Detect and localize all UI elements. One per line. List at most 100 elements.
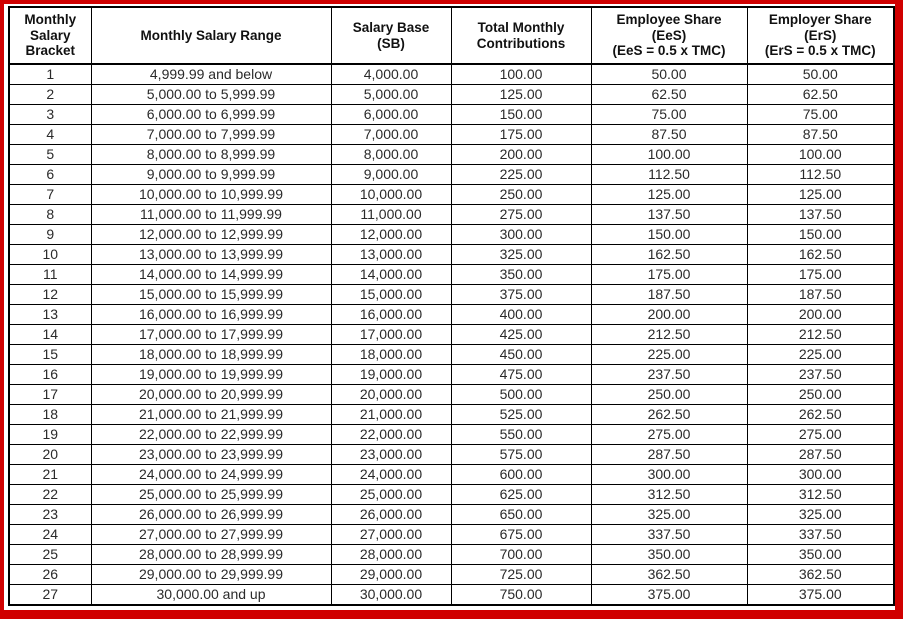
- cell-employee-share: 300.00: [590, 464, 748, 485]
- cell-employer-share: 262.50: [746, 404, 895, 425]
- cell-salary-range: 11,000.00 to 11,999.99: [90, 204, 332, 225]
- table-row: 23 26,000.00 to 26,999.99 26,000.00 650.…: [8, 504, 895, 525]
- cell-salary-base: 30,000.00: [330, 584, 452, 606]
- cell-total-contribution: 675.00: [450, 524, 592, 545]
- cell-total-contribution: 125.00: [450, 84, 592, 105]
- cell-total-contribution: 725.00: [450, 564, 592, 585]
- cell-salary-base: 9,000.00: [330, 164, 452, 185]
- cell-bracket: 24: [8, 524, 92, 545]
- table-row: 11 14,000.00 to 14,999.99 14,000.00 350.…: [8, 264, 895, 285]
- cell-total-contribution: 625.00: [450, 484, 592, 505]
- cell-salary-range: 13,000.00 to 13,999.99: [90, 244, 332, 265]
- cell-salary-range: 17,000.00 to 17,999.99: [90, 324, 332, 345]
- cell-salary-range: 24,000.00 to 24,999.99: [90, 464, 332, 485]
- cell-total-contribution: 325.00: [450, 244, 592, 265]
- table-row: 22 25,000.00 to 25,999.99 25,000.00 625.…: [8, 484, 895, 505]
- cell-total-contribution: 700.00: [450, 544, 592, 565]
- cell-salary-range: 15,000.00 to 15,999.99: [90, 284, 332, 305]
- cell-salary-base: 6,000.00: [330, 104, 452, 125]
- cell-employee-share: 287.50: [590, 444, 748, 465]
- table-row: 4 7,000.00 to 7,999.99 7,000.00 175.00 8…: [8, 124, 895, 145]
- cell-total-contribution: 600.00: [450, 464, 592, 485]
- cell-bracket: 18: [8, 404, 92, 425]
- cell-employee-share: 350.00: [590, 544, 748, 565]
- cell-salary-base: 13,000.00: [330, 244, 452, 265]
- cell-total-contribution: 575.00: [450, 444, 592, 465]
- cell-total-contribution: 550.00: [450, 424, 592, 445]
- cell-salary-base: 27,000.00: [330, 524, 452, 545]
- column-header-bracket: Monthly Salary Bracket: [8, 6, 92, 65]
- cell-total-contribution: 300.00: [450, 224, 592, 245]
- cell-salary-base: 24,000.00: [330, 464, 452, 485]
- cell-employee-share: 100.00: [590, 144, 748, 165]
- table-row: 7 10,000.00 to 10,999.99 10,000.00 250.0…: [8, 184, 895, 205]
- table-row: 12 15,000.00 to 15,999.99 15,000.00 375.…: [8, 284, 895, 305]
- cell-salary-base: 7,000.00: [330, 124, 452, 145]
- cell-employer-share: 62.50: [746, 84, 895, 105]
- cell-bracket: 2: [8, 84, 92, 105]
- cell-employee-share: 112.50: [590, 164, 748, 185]
- cell-salary-range: 25,000.00 to 25,999.99: [90, 484, 332, 505]
- table-row: 27 30,000.00 and up 30,000.00 750.00 375…: [8, 584, 895, 606]
- table-row: 13 16,000.00 to 16,999.99 16,000.00 400.…: [8, 304, 895, 325]
- cell-salary-range: 26,000.00 to 26,999.99: [90, 504, 332, 525]
- cell-salary-range: 4,999.99 and below: [90, 63, 332, 85]
- cell-employee-share: 137.50: [590, 204, 748, 225]
- cell-employee-share: 237.50: [590, 364, 748, 385]
- cell-bracket: 22: [8, 484, 92, 505]
- cell-employee-share: 162.50: [590, 244, 748, 265]
- cell-salary-base: 15,000.00: [330, 284, 452, 305]
- cell-salary-range: 27,000.00 to 27,999.99: [90, 524, 332, 545]
- cell-bracket: 9: [8, 224, 92, 245]
- cell-employee-share: 187.50: [590, 284, 748, 305]
- cell-employee-share: 87.50: [590, 124, 748, 145]
- cell-employee-share: 362.50: [590, 564, 748, 585]
- cell-bracket: 17: [8, 384, 92, 405]
- table-row: 17 20,000.00 to 20,999.99 20,000.00 500.…: [8, 384, 895, 405]
- table-row: 14 17,000.00 to 17,999.99 17,000.00 425.…: [8, 324, 895, 345]
- cell-employee-share: 325.00: [590, 504, 748, 525]
- cell-employee-share: 175.00: [590, 264, 748, 285]
- column-header-employee-share: Employee Share (EeS) (EeS = 0.5 x TMC): [590, 6, 748, 65]
- cell-employer-share: 337.50: [746, 524, 895, 545]
- cell-employer-share: 312.50: [746, 484, 895, 505]
- cell-employee-share: 62.50: [590, 84, 748, 105]
- cell-employee-share: 250.00: [590, 384, 748, 405]
- cell-salary-base: 18,000.00: [330, 344, 452, 365]
- cell-bracket: 1: [8, 63, 92, 85]
- cell-bracket: 19: [8, 424, 92, 445]
- cell-salary-range: 23,000.00 to 23,999.99: [90, 444, 332, 465]
- cell-bracket: 13: [8, 304, 92, 325]
- cell-bracket: 4: [8, 124, 92, 145]
- cell-salary-base: 12,000.00: [330, 224, 452, 245]
- cell-salary-base: 14,000.00: [330, 264, 452, 285]
- cell-salary-range: 29,000.00 to 29,999.99: [90, 564, 332, 585]
- cell-total-contribution: 425.00: [450, 324, 592, 345]
- column-header-salary-base: Salary Base (SB): [330, 6, 452, 65]
- cell-employer-share: 100.00: [746, 144, 895, 165]
- cell-employer-share: 212.50: [746, 324, 895, 345]
- contribution-table: Monthly Salary Bracket Monthly Salary Ra…: [8, 6, 895, 606]
- cell-employer-share: 187.50: [746, 284, 895, 305]
- cell-salary-range: 18,000.00 to 18,999.99: [90, 344, 332, 365]
- cell-employee-share: 150.00: [590, 224, 748, 245]
- table-row: 24 27,000.00 to 27,999.99 27,000.00 675.…: [8, 524, 895, 545]
- cell-employer-share: 325.00: [746, 504, 895, 525]
- cell-salary-base: 28,000.00: [330, 544, 452, 565]
- cell-salary-range: 6,000.00 to 6,999.99: [90, 104, 332, 125]
- cell-bracket: 26: [8, 564, 92, 585]
- cell-employer-share: 287.50: [746, 444, 895, 465]
- cell-employer-share: 75.00: [746, 104, 895, 125]
- column-header-employer-share: Employer Share (ErS) (ErS = 0.5 x TMC): [746, 6, 895, 65]
- table-row: 16 19,000.00 to 19,999.99 19,000.00 475.…: [8, 364, 895, 385]
- cell-total-contribution: 475.00: [450, 364, 592, 385]
- cell-bracket: 12: [8, 284, 92, 305]
- cell-employee-share: 50.00: [590, 63, 748, 85]
- cell-employer-share: 362.50: [746, 564, 895, 585]
- cell-salary-range: 19,000.00 to 19,999.99: [90, 364, 332, 385]
- cell-bracket: 25: [8, 544, 92, 565]
- cell-employer-share: 225.00: [746, 344, 895, 365]
- cell-salary-range: 22,000.00 to 22,999.99: [90, 424, 332, 445]
- cell-bracket: 14: [8, 324, 92, 345]
